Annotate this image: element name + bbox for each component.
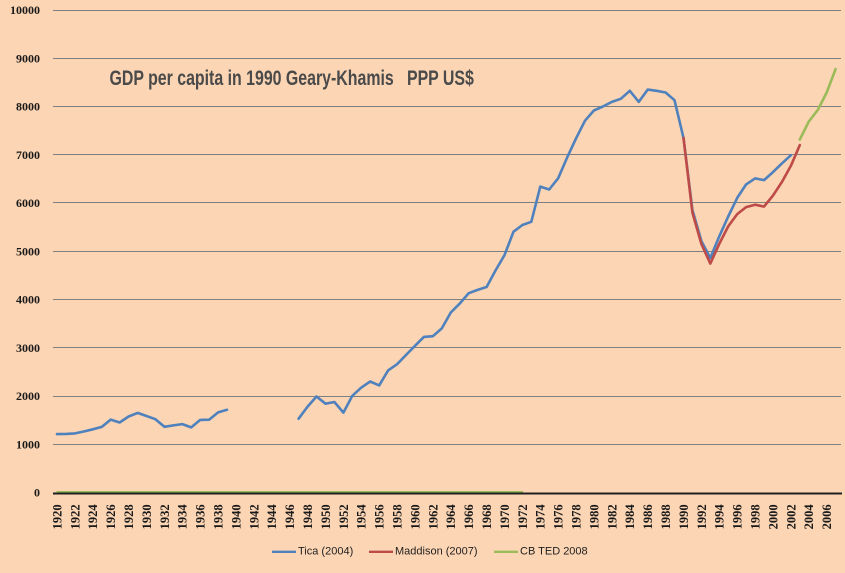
svg-text:1936: 1936: [194, 504, 208, 529]
svg-text:1930: 1930: [140, 504, 154, 529]
svg-text:1960: 1960: [408, 504, 422, 529]
svg-text:1922: 1922: [68, 504, 82, 529]
svg-text:Maddison (2007): Maddison (2007): [395, 546, 478, 558]
svg-text:1988: 1988: [659, 504, 673, 529]
svg-text:1964: 1964: [444, 504, 458, 530]
svg-text:1920: 1920: [50, 504, 64, 529]
svg-text:Tica (2004): Tica (2004): [298, 546, 353, 558]
svg-text:10000: 10000: [10, 3, 40, 17]
svg-text:1994: 1994: [713, 504, 727, 530]
svg-text:1980: 1980: [587, 504, 601, 529]
svg-text:1974: 1974: [534, 504, 548, 530]
svg-text:1958: 1958: [391, 504, 405, 529]
svg-text:1992: 1992: [695, 504, 709, 529]
svg-text:GDP per capita in 1990 Geary-K: GDP per capita in 1990 Geary-Khamis PPP …: [110, 66, 475, 90]
svg-text:4000: 4000: [16, 293, 40, 307]
svg-text:5000: 5000: [16, 244, 40, 258]
svg-text:CB TED 2008: CB TED 2008: [520, 546, 588, 558]
svg-text:1984: 1984: [623, 504, 637, 530]
svg-text:2002: 2002: [784, 504, 798, 529]
svg-text:1962: 1962: [426, 504, 440, 529]
svg-text:1934: 1934: [176, 504, 190, 530]
svg-text:1996: 1996: [731, 504, 745, 529]
svg-text:2004: 2004: [802, 504, 816, 530]
svg-text:1944: 1944: [265, 504, 279, 530]
svg-text:2006: 2006: [820, 504, 834, 529]
svg-text:1966: 1966: [462, 504, 476, 529]
svg-text:1928: 1928: [122, 504, 136, 529]
svg-text:7000: 7000: [16, 148, 40, 162]
svg-text:1978: 1978: [570, 504, 584, 529]
svg-text:1976: 1976: [552, 504, 566, 529]
svg-text:1940: 1940: [229, 504, 243, 529]
svg-text:1932: 1932: [158, 504, 172, 529]
svg-text:1942: 1942: [247, 504, 261, 529]
svg-text:1946: 1946: [283, 504, 297, 529]
svg-text:3000: 3000: [16, 341, 40, 355]
svg-text:1986: 1986: [641, 504, 655, 529]
svg-text:1972: 1972: [516, 504, 530, 529]
svg-text:1924: 1924: [86, 504, 100, 530]
svg-text:0: 0: [34, 486, 40, 500]
svg-text:1954: 1954: [355, 504, 369, 530]
svg-text:1938: 1938: [212, 504, 226, 529]
svg-text:6000: 6000: [16, 196, 40, 210]
svg-text:1000: 1000: [16, 437, 40, 451]
svg-text:1956: 1956: [373, 504, 387, 529]
svg-text:8000: 8000: [16, 100, 40, 114]
svg-text:1952: 1952: [337, 504, 351, 529]
svg-text:1990: 1990: [677, 504, 691, 529]
svg-text:1926: 1926: [104, 504, 118, 529]
svg-text:1970: 1970: [498, 504, 512, 529]
svg-text:1982: 1982: [605, 504, 619, 529]
svg-text:1968: 1968: [480, 504, 494, 529]
svg-text:1948: 1948: [301, 504, 315, 529]
svg-text:2000: 2000: [16, 389, 40, 403]
svg-text:1998: 1998: [749, 504, 763, 529]
svg-text:2000: 2000: [766, 504, 780, 529]
svg-text:9000: 9000: [16, 52, 40, 66]
svg-text:1950: 1950: [319, 504, 333, 529]
